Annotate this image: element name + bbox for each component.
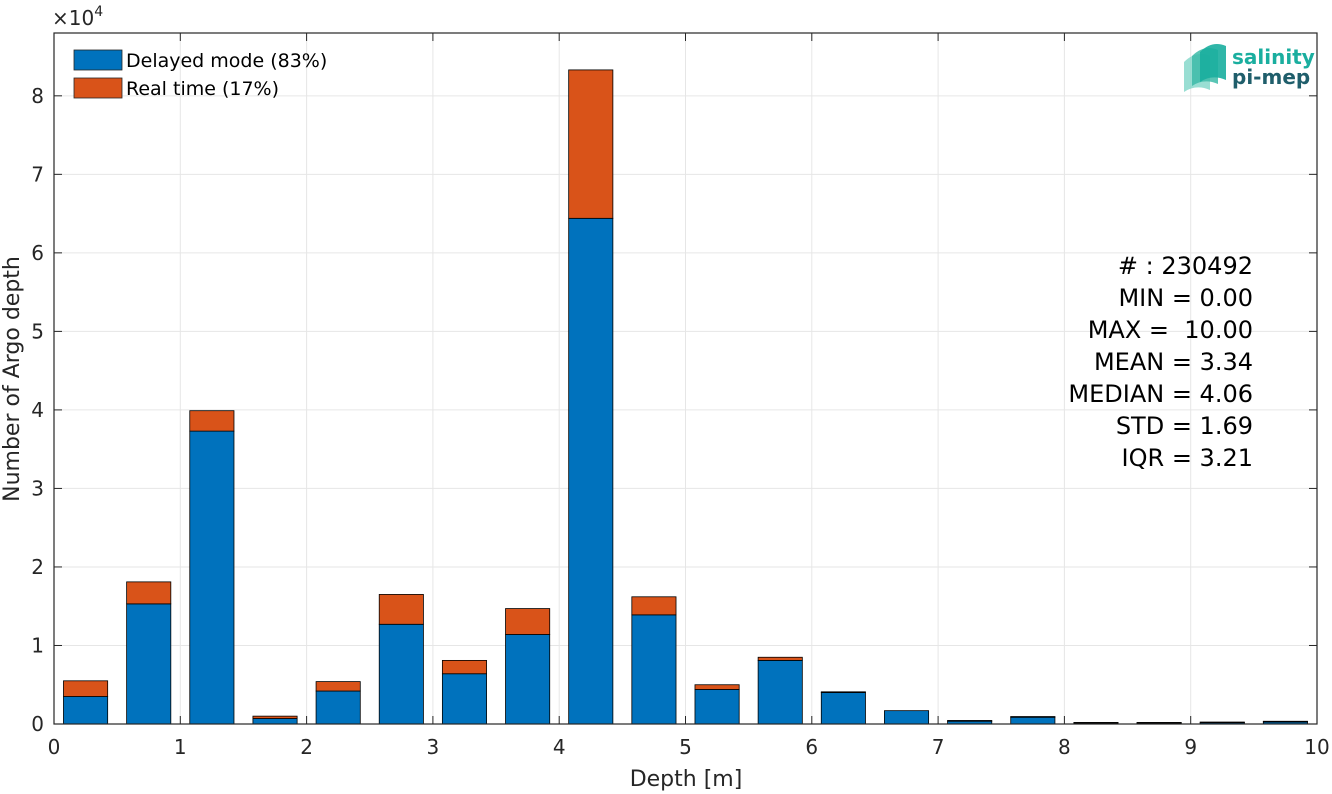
x-tick-label: 10 — [1304, 735, 1329, 759]
bar-delayed-mode — [1010, 716, 1056, 725]
bar-real-time — [63, 680, 109, 697]
bar-real-time — [1010, 716, 1056, 718]
stats-median: MEDIAN = 4.06 — [1068, 380, 1253, 408]
bar-delayed-mode — [252, 718, 298, 725]
logo-line2: pi-mep — [1232, 65, 1310, 89]
x-tick-label: 2 — [300, 735, 313, 759]
legend-swatch-delayed — [73, 49, 123, 71]
bar-delayed-mode — [631, 614, 677, 725]
bar-delayed-mode — [315, 690, 361, 725]
bar-real-time — [631, 596, 677, 616]
bar-delayed-mode — [568, 217, 614, 725]
bar-real-time — [441, 659, 487, 675]
y-tick-label: 0 — [31, 712, 44, 736]
y-multiplier: ×104 — [52, 4, 103, 30]
y-tick-label: 3 — [31, 476, 44, 500]
x-tick-label: 9 — [1184, 735, 1197, 759]
y-tick-label: 2 — [31, 555, 44, 579]
x-tick-label: 6 — [805, 735, 818, 759]
legend-swatch-realtime — [73, 77, 123, 99]
x-tick-label: 8 — [1058, 735, 1071, 759]
bar-delayed-mode — [884, 710, 930, 725]
legend: Delayed mode (83%) Real time (17%) — [73, 49, 327, 100]
bar-real-time — [378, 594, 424, 625]
bar-delayed-mode — [63, 696, 109, 725]
bar-real-time — [757, 656, 803, 661]
bar-real-time — [1073, 722, 1119, 724]
y-tick-label: 1 — [31, 633, 44, 657]
stats-std: STD = 1.69 — [1116, 412, 1253, 440]
x-tick-label: 0 — [48, 735, 61, 759]
grid — [53, 33, 1318, 725]
bar-delayed-mode — [189, 430, 235, 725]
stats-min: MIN = 0.00 — [1118, 284, 1253, 312]
salinity-pi-mep-logo: salinity pi-mep — [1184, 44, 1315, 92]
bar-real-time — [820, 691, 866, 694]
stats-count: # : 230492 — [1118, 252, 1253, 280]
bar-real-time — [1199, 721, 1245, 724]
y-axis-title: Number of Argo depth — [0, 256, 25, 502]
stats-box: # : 230492 MIN = 0.00 MAX = 10.00 MEAN =… — [1068, 252, 1253, 472]
logo-line1: salinity — [1232, 45, 1315, 69]
bar-real-time — [694, 684, 740, 690]
bar-delayed-mode — [126, 603, 172, 725]
bar-real-time — [189, 410, 235, 432]
bar-real-time — [947, 720, 993, 722]
bar-delayed-mode — [378, 623, 424, 725]
legend-label-realtime: Real time (17%) — [126, 78, 279, 100]
x-tick-label: 7 — [932, 735, 945, 759]
stats-max: MAX = 10.00 — [1088, 316, 1253, 344]
bar-real-time — [505, 608, 551, 635]
y-tick-label: 6 — [31, 241, 44, 265]
stats-mean: MEAN = 3.34 — [1094, 348, 1253, 376]
wave-logo-icon — [1184, 44, 1226, 92]
legend-label-delayed: Delayed mode (83%) — [126, 50, 327, 72]
bar-delayed-mode — [820, 692, 866, 725]
bar-real-time — [1136, 722, 1182, 724]
y-tick-label: 5 — [31, 319, 44, 343]
bar-real-time — [315, 681, 361, 692]
bar-delayed-mode — [441, 673, 487, 725]
bar-delayed-mode — [505, 634, 551, 725]
x-axis-title: Depth [m] — [630, 767, 743, 792]
bar-delayed-mode — [757, 659, 803, 725]
bar-real-time — [568, 69, 614, 219]
ticks: 0 1 2 3 4 5 6 7 8 9 10 0 1 2 3 4 5 6 7 8 — [31, 33, 1330, 759]
bar-delayed-mode — [694, 689, 740, 725]
x-tick-label: 5 — [679, 735, 692, 759]
stats-iqr: IQR = 3.21 — [1122, 444, 1253, 472]
bar-real-time — [1262, 720, 1308, 723]
x-tick-label: 3 — [427, 735, 440, 759]
x-tick-label: 1 — [174, 735, 187, 759]
x-tick-label: 4 — [553, 735, 566, 759]
bar-real-time — [126, 581, 172, 605]
bar-real-time — [252, 715, 298, 719]
y-tick-label: 4 — [31, 398, 44, 422]
y-tick-label: 7 — [31, 162, 44, 186]
y-tick-label: 8 — [31, 84, 44, 108]
